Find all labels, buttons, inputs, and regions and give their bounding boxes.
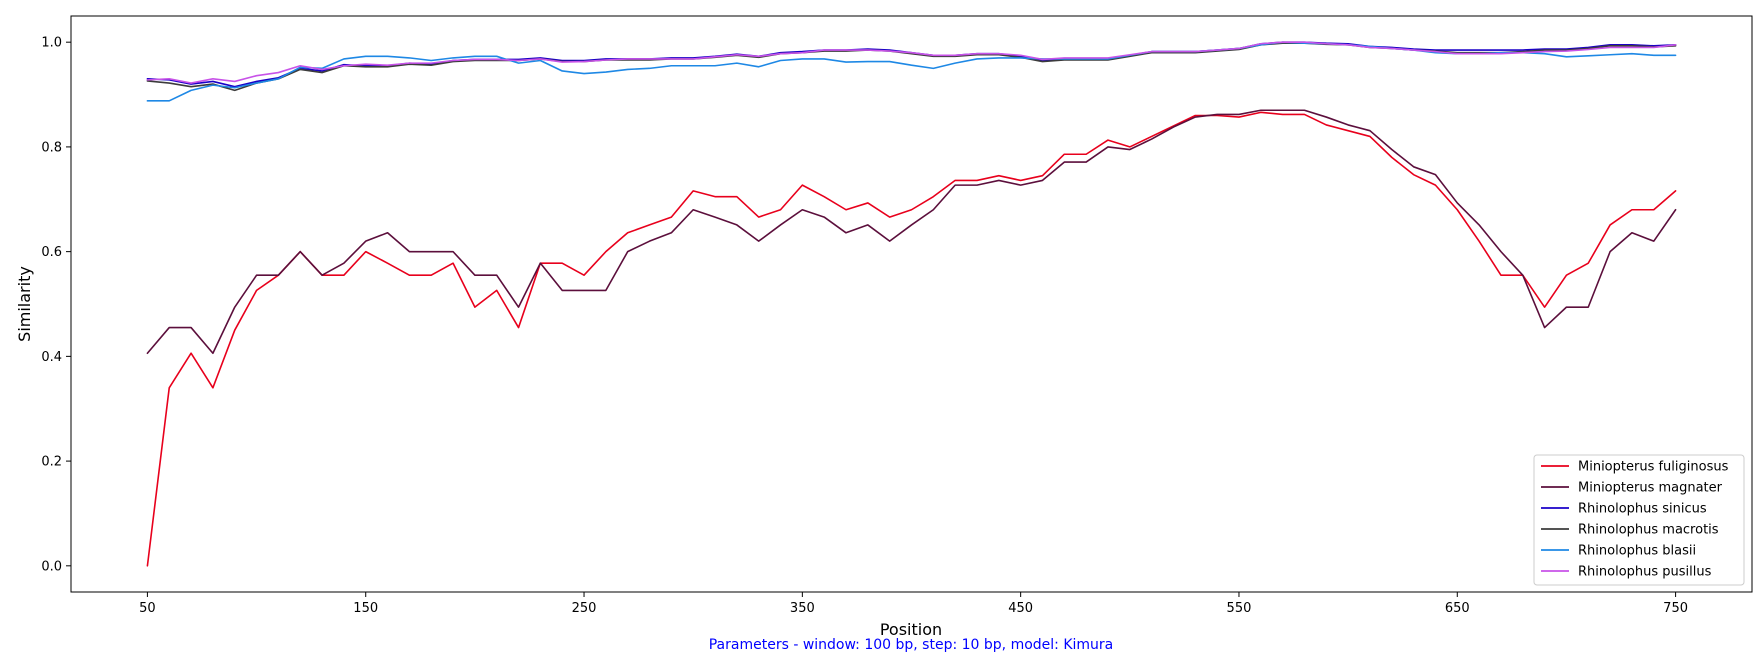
x-axis-ticks: 50 150 250 350 450 550 650 750 bbox=[139, 592, 1688, 616]
legend-label-rhinolophus-blasii: Rhinolophus blasii bbox=[1578, 544, 1696, 559]
y-tick-label: 0.0 bbox=[41, 559, 62, 574]
x-tick-label: 750 bbox=[1663, 601, 1688, 616]
series-line-miniopterus-magnater bbox=[146, 109, 1677, 355]
series-line-rhinolophus-pusillus bbox=[146, 41, 1677, 84]
legend: Miniopterus fuliginosus Miniopterus magna… bbox=[1533, 454, 1745, 586]
x-tick-label: 450 bbox=[1008, 601, 1033, 616]
y-tick-label: 0.4 bbox=[41, 350, 62, 365]
x-axis-label: Position bbox=[880, 620, 942, 639]
legend-label-rhinolophus-sinicus: Rhinolophus sinicus bbox=[1578, 502, 1707, 517]
legend-label-miniopterus-magnater: Miniopterus magnater bbox=[1578, 481, 1723, 496]
legend-label-rhinolophus-macrotis: Rhinolophus macrotis bbox=[1578, 523, 1719, 538]
y-tick-label: 0.2 bbox=[41, 455, 62, 470]
y-tick-label: 0.8 bbox=[41, 140, 62, 155]
x-tick-label: 550 bbox=[1227, 601, 1252, 616]
legend-box bbox=[1533, 454, 1745, 586]
plot-frame bbox=[70, 15, 1753, 593]
series-lines bbox=[146, 41, 1677, 567]
x-tick-label: 50 bbox=[139, 601, 156, 616]
y-tick-label: 0.6 bbox=[41, 245, 62, 260]
legend-label-miniopterus-fuliginosus: Miniopterus fuliginosus bbox=[1578, 460, 1729, 475]
x-tick-label: 350 bbox=[790, 601, 815, 616]
y-axis-label: Similarity bbox=[15, 266, 34, 342]
x-tick-label: 650 bbox=[1445, 601, 1470, 616]
x-tick-label: 150 bbox=[353, 601, 378, 616]
y-tick-label: 1.0 bbox=[41, 36, 62, 51]
legend-label-rhinolophus-pusillus: Rhinolophus pusillus bbox=[1578, 565, 1712, 580]
parameters-caption: Parameters - window: 100 bp, step: 10 bp… bbox=[709, 637, 1114, 653]
y-axis-ticks: 0.0 0.2 0.4 0.6 0.8 1.0 bbox=[41, 36, 71, 574]
series-line-miniopterus-fuliginosus bbox=[146, 111, 1677, 567]
x-tick-label: 250 bbox=[572, 601, 597, 616]
